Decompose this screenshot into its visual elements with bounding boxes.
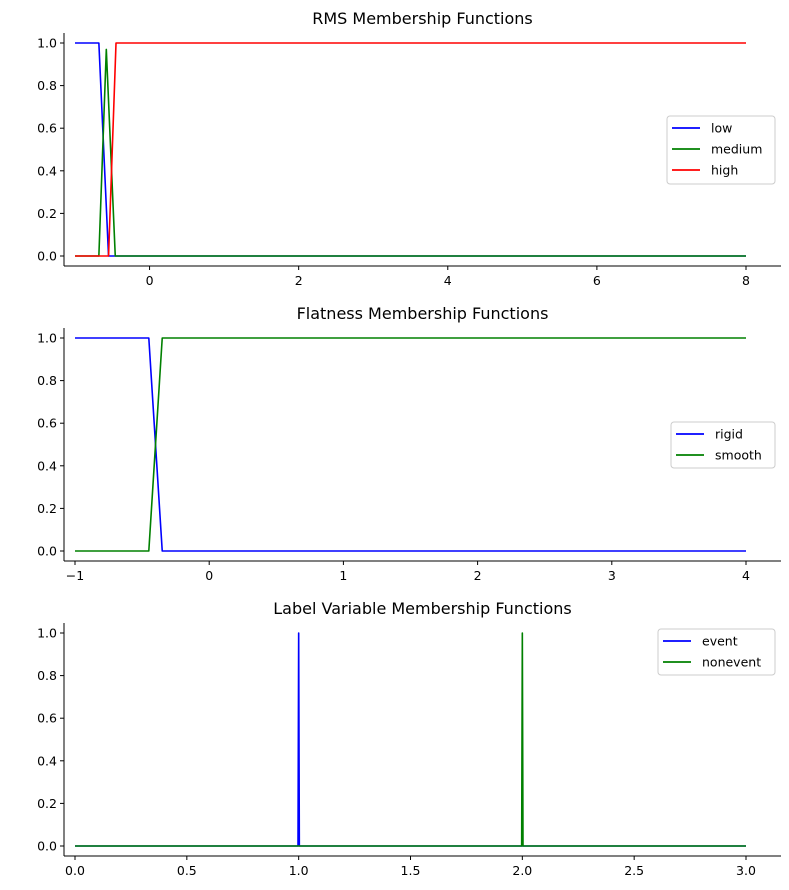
- series-line-event: [75, 632, 746, 847]
- x-tick-label: 0.5: [177, 863, 197, 878]
- x-tick-label: 0: [146, 273, 154, 288]
- x-tick-label: 4: [444, 273, 452, 288]
- x-tick-label: 0: [205, 568, 213, 583]
- y-tick-label: 0.0: [37, 544, 57, 559]
- legend-label-medium: medium: [711, 142, 762, 157]
- x-tick-label: 2.5: [624, 863, 644, 878]
- x-tick-label: 8: [742, 273, 750, 288]
- chart-title: Flatness Membership Functions: [297, 304, 549, 323]
- x-tick-label: −1: [66, 568, 84, 583]
- chart-panel-3: Label Variable Membership Functions 0.0 0.…: [37, 599, 781, 878]
- legend: event nonevent: [657, 628, 776, 676]
- y-tick-label: 0.4: [37, 753, 57, 768]
- legend: low medium high: [666, 115, 776, 185]
- series-line-low: [75, 42, 746, 257]
- y-tick-label: 0.6: [37, 416, 57, 431]
- x-tick-label: 1.0: [289, 863, 309, 878]
- series-line-high: [75, 42, 746, 257]
- legend-label-smooth: smooth: [715, 448, 762, 463]
- series-line-medium: [75, 48, 746, 257]
- chart-panel-1: RMS Membership Functions 0 2 4 6 8 0.0 0.2 0.4 0.…: [37, 9, 781, 288]
- x-tick-label: 2: [474, 568, 482, 583]
- y-tick-label: 0.6: [37, 711, 57, 726]
- legend-label-event: event: [702, 634, 738, 649]
- y-tick-label: 1.0: [37, 331, 57, 346]
- x-tick-label: 3.0: [736, 863, 756, 878]
- series-group: [75, 632, 746, 847]
- y-tick-label: 0.8: [37, 373, 57, 388]
- legend-label-high: high: [711, 163, 738, 178]
- y-tick-label: 0.2: [37, 501, 57, 516]
- legend-label-rigid: rigid: [715, 427, 743, 442]
- y-tick-label: 0.2: [37, 206, 57, 221]
- series-line-nonevent: [75, 632, 746, 847]
- x-tick-label: 1: [339, 568, 347, 583]
- series-group: [75, 337, 746, 552]
- chart-panel-2: Flatness Membership Functions −1 0 1 2 3 4 0.0 0…: [37, 304, 781, 583]
- y-tick-label: 0.8: [37, 668, 57, 683]
- x-tick-label: 6: [593, 273, 601, 288]
- y-tick-label: 0.0: [37, 249, 57, 264]
- x-tick-label: 1.5: [401, 863, 421, 878]
- x-tick-label: 4: [742, 568, 750, 583]
- x-tick-label: 2: [295, 273, 303, 288]
- x-tick-label: 3: [608, 568, 616, 583]
- series-group: [75, 42, 746, 257]
- legend: rigid smooth: [670, 421, 776, 469]
- y-tick-label: 1.0: [37, 626, 57, 641]
- y-tick-label: 0.0: [37, 839, 57, 854]
- chart-title: Label Variable Membership Functions: [273, 599, 571, 618]
- y-tick-label: 0.4: [37, 163, 57, 178]
- chart-title: RMS Membership Functions: [312, 9, 533, 28]
- legend-label-low: low: [711, 121, 732, 136]
- x-tick-label: 0.0: [65, 863, 85, 878]
- x-tick-label: 2.0: [512, 863, 532, 878]
- series-line-smooth: [75, 337, 746, 552]
- y-tick-label: 0.2: [37, 796, 57, 811]
- y-tick-label: 0.6: [37, 121, 57, 136]
- legend-box: [666, 115, 776, 185]
- y-tick-label: 1.0: [37, 36, 57, 51]
- legend-label-nonevent: nonevent: [702, 655, 761, 670]
- y-tick-label: 0.4: [37, 458, 57, 473]
- y-tick-label: 0.8: [37, 78, 57, 93]
- series-line-rigid: [75, 337, 746, 552]
